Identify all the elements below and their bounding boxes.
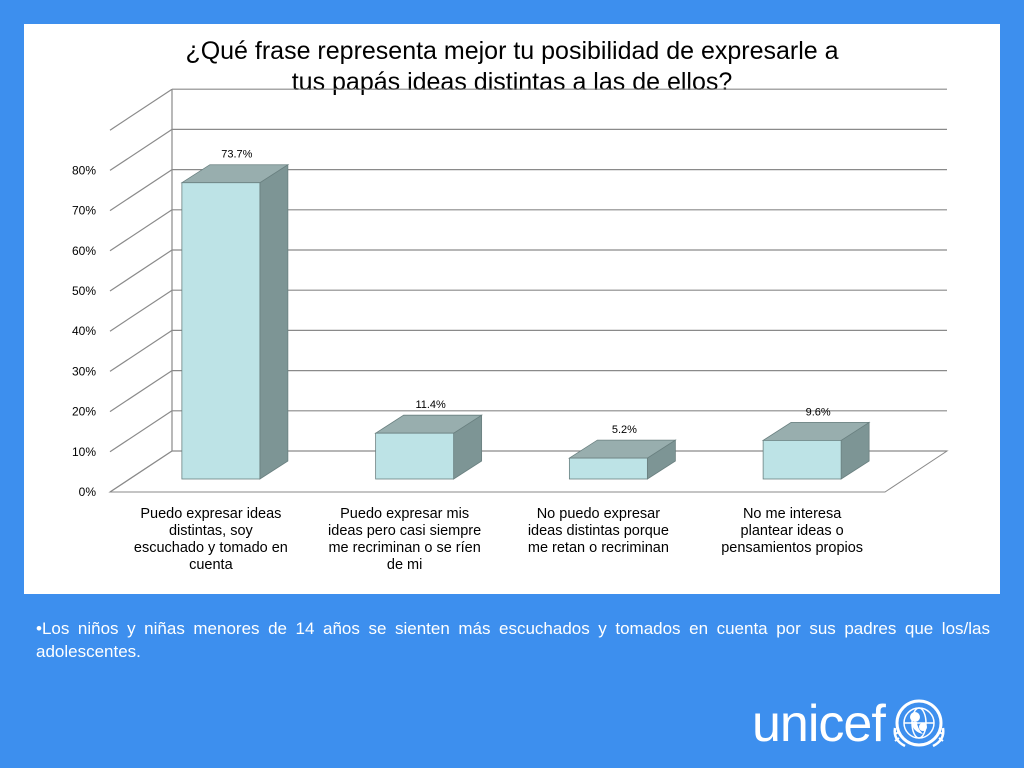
gridline-side (109, 249, 173, 292)
y-tick-label: 70% (72, 204, 96, 218)
bar (568, 457, 648, 480)
gridline-side (109, 209, 173, 252)
gridline-side (109, 329, 173, 372)
gridline-side (109, 410, 173, 453)
data-label: 11.4% (415, 399, 446, 411)
x-category-label-line: No puedo expresar (536, 506, 661, 522)
x-category-label-line: me recriminan o se ríen (328, 540, 481, 556)
unicef-wordmark: unicef (752, 695, 886, 753)
chart-title: ¿Qué frase representa mejor tu posibilid… (24, 36, 1000, 98)
x-category-label-line: No me interesa (742, 506, 842, 522)
footer-note: •Los niños y niñas menores de 14 años se… (36, 619, 990, 661)
x-category-label-line: cuenta (189, 557, 233, 573)
gridline-side (109, 128, 173, 171)
x-category-label-line: pensamientos propios (721, 540, 864, 556)
bar (375, 432, 455, 480)
x-category-label: No puedo expresar ideas distintas porque m… (508, 506, 688, 557)
data-label: 5.2% (612, 424, 637, 436)
unicef-logo: unicef (752, 694, 951, 754)
gridline-side (109, 370, 173, 413)
chart-title-line-2: tus papás ideas distintas a las de ellos… (291, 68, 733, 96)
x-category-label-line: distintas, soy (168, 523, 253, 539)
y-tick-label: 60% (72, 244, 96, 258)
y-tick-label: 50% (72, 284, 96, 298)
gridline-side (109, 450, 173, 493)
x-category-label-line: de mi (386, 557, 423, 573)
y-tick-label: 30% (72, 364, 96, 378)
x-category-label-line: escuchado y tomado en (133, 540, 288, 556)
x-category-label-line: ideas distintas porque (527, 523, 669, 539)
y-tick-label: 10% (72, 445, 96, 459)
gridline-side (109, 289, 173, 332)
y-tick-label: 20% (72, 405, 96, 419)
unicef-emblem-icon (893, 699, 945, 748)
gridline-side (109, 88, 173, 131)
x-category-label-line: Puedo expresar ideas (140, 506, 282, 522)
gridline-side (109, 169, 173, 212)
bar (762, 440, 842, 480)
x-category-label: Puedo expresar mis ideas pero casi siempr… (315, 506, 495, 574)
data-label: 73.7% (221, 149, 252, 161)
y-tick-label: 40% (72, 324, 96, 338)
bar-chart-3d: 0% 10% 20% 30% 40% 50% 60% 70% 80% 73.7% 11.4% 5.2%… (72, 88, 949, 499)
x-category-label: No me interesa plantear ideas o pensamient… (702, 506, 882, 557)
x-category-label-line: Puedo expresar mis (340, 506, 470, 522)
x-category-label-line: ideas pero casi siempre (328, 523, 482, 539)
y-tick-label: 0% (79, 485, 97, 499)
y-tick-label: 80% (72, 163, 96, 177)
bar (181, 182, 261, 480)
x-category-label-line: plantear ideas o (740, 523, 844, 539)
x-category-label: Puedo expresar ideas distintas, soy escuch… (121, 506, 301, 574)
data-label: 9.6% (806, 406, 831, 418)
chart-title-line-1: ¿Qué frase representa mejor tu posibilid… (185, 37, 839, 65)
x-category-label-line: me retan o recriminan (527, 540, 669, 556)
bar-side (259, 163, 289, 480)
